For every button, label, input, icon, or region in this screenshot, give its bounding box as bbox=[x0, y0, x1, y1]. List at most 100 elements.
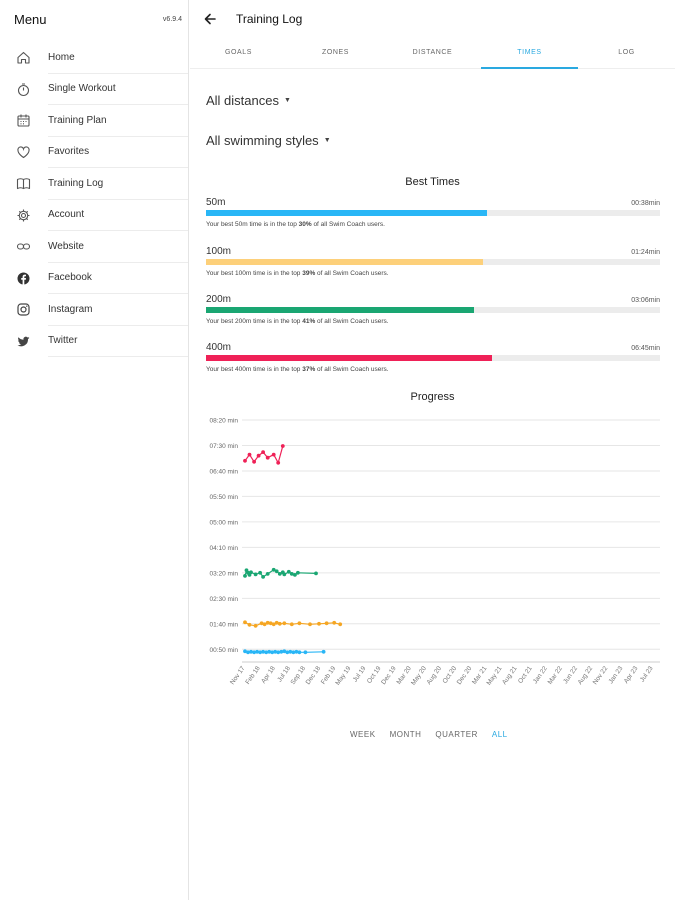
best-time-row: 400m 06:45min Your best 400m time is in th… bbox=[206, 342, 660, 378]
series-point bbox=[314, 571, 318, 576]
book-icon bbox=[0, 176, 46, 191]
series-point bbox=[246, 650, 250, 655]
series-point bbox=[247, 452, 252, 457]
x-tick-label: Dec 18 bbox=[305, 665, 323, 686]
series-point bbox=[282, 649, 287, 654]
series-point bbox=[261, 649, 265, 654]
x-tick-label: Apr 18 bbox=[260, 665, 277, 685]
best-time-row: 50m 00:38min Your best 50m time is in the … bbox=[206, 197, 660, 233]
series-point bbox=[280, 444, 285, 448]
range-month[interactable]: MONTH bbox=[389, 730, 422, 739]
series-point bbox=[308, 622, 312, 627]
series-point bbox=[317, 621, 321, 626]
style-filter-dropdown[interactable]: All swimming styles ▼ bbox=[206, 133, 331, 148]
series-point bbox=[243, 574, 247, 578]
series-point bbox=[261, 450, 265, 454]
back-arrow-icon[interactable] bbox=[202, 11, 218, 27]
series-point bbox=[274, 620, 279, 625]
series-point bbox=[265, 572, 270, 576]
sidebar-menu: Home Single Workout Training Plan Favorites… bbox=[0, 42, 188, 357]
best-time-note-suffix: of all Swim Coach users. bbox=[315, 318, 389, 325]
series-point bbox=[297, 650, 302, 655]
best-time-note-prefix: Your best 100m time is in the top bbox=[206, 270, 303, 277]
x-tick-label: Apr 23 bbox=[623, 665, 640, 685]
series-point bbox=[324, 621, 329, 626]
sidebar-item-label: Home bbox=[48, 42, 188, 74]
best-time-distance: 400m bbox=[206, 342, 232, 353]
sidebar-item-label: Facebook bbox=[48, 263, 188, 294]
best-times-title: Best Times bbox=[405, 176, 460, 188]
y-tick-label: 06:40 min bbox=[209, 468, 238, 475]
range-week[interactable]: WEEK bbox=[350, 730, 376, 739]
best-time-note: Your best 400m time is in the top 37% of… bbox=[206, 366, 389, 373]
y-tick-label: 00:50 min bbox=[209, 647, 238, 654]
tab-times[interactable]: TIMES bbox=[481, 38, 578, 69]
caret-down-icon: ▼ bbox=[283, 97, 291, 104]
series-point bbox=[321, 649, 326, 654]
range-all[interactable]: ALL bbox=[491, 730, 508, 739]
y-tick-label: 01:40 min bbox=[209, 621, 238, 628]
x-tick-label: Dec 19 bbox=[380, 665, 398, 686]
best-time-progress-fill bbox=[206, 355, 493, 361]
sidebar-item-label: Favorites bbox=[48, 137, 188, 168]
x-tick-label: Mar 22 bbox=[547, 665, 565, 686]
best-time-progress-track bbox=[206, 355, 660, 361]
x-tick-label: Nov 22 bbox=[592, 665, 610, 686]
twitter-icon bbox=[0, 334, 46, 349]
sidebar-item-training-plan[interactable]: Training Plan bbox=[0, 105, 188, 137]
sidebar-item-label: Instagram bbox=[48, 294, 188, 326]
series-point bbox=[277, 572, 282, 576]
style-filter-value: All swimming styles bbox=[206, 133, 319, 148]
link-icon bbox=[0, 239, 46, 254]
series-point bbox=[271, 622, 276, 627]
series-point bbox=[294, 649, 299, 654]
series-point bbox=[286, 569, 291, 574]
tab-bar: GOALS ZONES DISTANCE TIMES LOG bbox=[190, 38, 675, 69]
series-point bbox=[262, 622, 267, 627]
series-point bbox=[303, 650, 308, 655]
distance-filter-dropdown[interactable]: All distances ▼ bbox=[206, 93, 291, 108]
series-point bbox=[332, 620, 337, 625]
series-point bbox=[297, 621, 302, 626]
sidebar-item-instagram[interactable]: Instagram bbox=[0, 294, 188, 326]
range-quarter[interactable]: QUARTER bbox=[435, 730, 478, 739]
sidebar-item-label: Account bbox=[48, 200, 188, 231]
y-tick-label: 03:20 min bbox=[209, 570, 238, 577]
series-point bbox=[265, 455, 270, 460]
series-point bbox=[247, 622, 252, 627]
series-point bbox=[264, 650, 269, 655]
sidebar-item-website[interactable]: Website bbox=[0, 231, 188, 263]
home-icon bbox=[0, 50, 46, 65]
best-time-note-suffix: of all Swim Coach users. bbox=[315, 366, 389, 373]
y-tick-label: 02:30 min bbox=[209, 596, 238, 603]
sidebar-item-single-workout[interactable]: Single Workout bbox=[0, 74, 188, 105]
series-point bbox=[252, 459, 256, 464]
series-point bbox=[271, 452, 276, 457]
best-time-row: 100m 01:24min Your best 100m time is in th… bbox=[206, 246, 660, 282]
sidebar-item-favorites[interactable]: Favorites bbox=[0, 137, 188, 168]
series-point bbox=[279, 649, 284, 654]
y-tick-label: 05:50 min bbox=[209, 494, 238, 501]
series-point bbox=[255, 649, 259, 654]
best-time-progress-fill bbox=[206, 259, 483, 265]
series-point bbox=[291, 650, 296, 655]
best-time-progress-track bbox=[206, 259, 660, 265]
x-tick-label: May 20 bbox=[410, 665, 428, 687]
sidebar-item-account[interactable]: Account bbox=[0, 200, 188, 231]
sidebar-item-twitter[interactable]: Twitter bbox=[0, 326, 188, 357]
tab-zones[interactable]: ZONES bbox=[321, 49, 350, 56]
sidebar-item-label: Training Plan bbox=[48, 105, 188, 137]
sidebar-item-facebook[interactable]: Facebook bbox=[0, 263, 188, 294]
series-point bbox=[270, 650, 275, 655]
calendar-icon bbox=[0, 113, 46, 128]
tab-goals[interactable]: GOALS bbox=[224, 49, 253, 56]
sidebar-item-home[interactable]: Home bbox=[0, 42, 188, 74]
series-point bbox=[285, 650, 290, 655]
series-point bbox=[276, 650, 281, 655]
x-tick-label: May 21 bbox=[486, 665, 504, 687]
tab-log[interactable]: LOG bbox=[618, 49, 635, 56]
tab-distance[interactable]: DISTANCE bbox=[412, 49, 453, 56]
sidebar-item-training-log[interactable]: Training Log bbox=[0, 168, 188, 200]
facebook-icon bbox=[0, 271, 46, 286]
series-point bbox=[253, 572, 258, 577]
